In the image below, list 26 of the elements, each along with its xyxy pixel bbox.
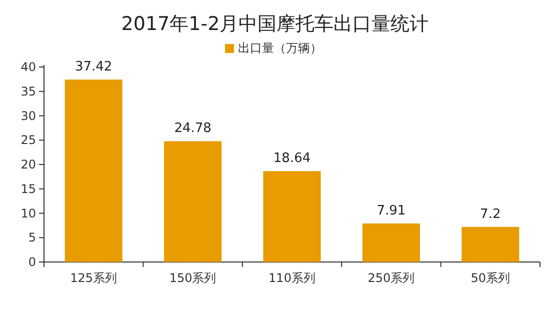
x-tick-label: 250系列 — [368, 271, 415, 285]
x-tick-label: 125系列 — [70, 271, 118, 285]
x-tick-label: 110系列 — [268, 271, 316, 285]
bar — [462, 226, 520, 262]
y-tick-label: 15 — [20, 182, 36, 196]
y-tick-label: 25 — [20, 133, 36, 148]
x-tick-label: 150系列 — [169, 271, 216, 285]
y-tick-label: 0 — [28, 255, 36, 269]
bar — [64, 80, 122, 262]
y-tick-label: 20 — [20, 158, 36, 172]
y-tick-label: 30 — [20, 108, 36, 123]
data-label: 18.64 — [273, 151, 311, 166]
y-tick-label: 35 — [20, 84, 36, 98]
bar — [263, 171, 321, 262]
y-tick-label: 10 — [20, 206, 36, 220]
y-tick-label: 40 — [20, 60, 36, 74]
y-tick-label: 5 — [28, 230, 36, 245]
data-label: 7.2 — [480, 206, 501, 222]
bar — [362, 223, 420, 262]
legend-label: 出口量（万辆） — [238, 41, 322, 55]
bar — [164, 141, 222, 262]
data-label: 37.42 — [74, 60, 112, 75]
data-label: 7.91 — [376, 203, 406, 218]
x-tick-label: 50系列 — [470, 271, 510, 285]
data-label: 24.78 — [174, 121, 212, 136]
chart-title: 2017年1-2月中国摩托车出口量统计 — [121, 13, 429, 35]
